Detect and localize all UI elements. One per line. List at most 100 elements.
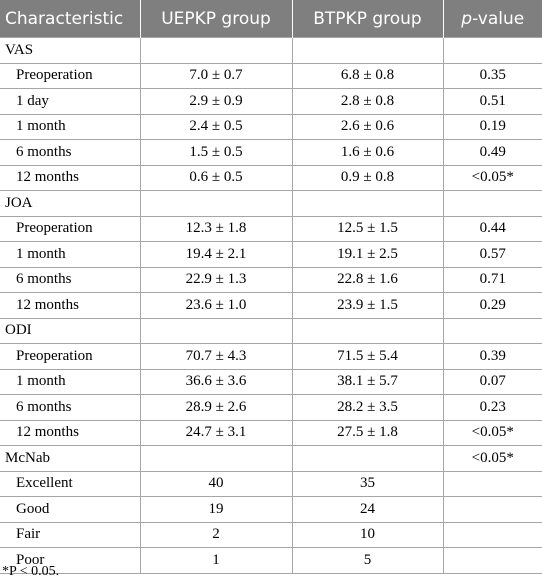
p-value: 0.07 [442,368,542,395]
uepkp-value: 12.3 ± 1.8 [139,215,293,242]
uepkp-value: 19.4 ± 2.1 [139,241,293,268]
uepkp-value: 70.7 ± 4.3 [139,343,293,370]
table-group-row: ODI [0,317,542,344]
uepkp-value [139,445,293,472]
row-label: Preoperation [0,215,141,242]
table-row: Preoperation 7.0 ± 0.7 6.8 ± 0.8 0.35 [0,62,542,89]
p-value: <0.05* [442,445,542,472]
row-label: Preoperation [0,343,141,370]
p-value: 0.44 [442,215,542,242]
table-row: 12 months 0.6 ± 0.5 0.9 ± 0.8 <0.05* [0,164,542,191]
uepkp-value [139,317,293,344]
row-label: Excellent [0,470,141,497]
table-header: Characteristic UEPKP group BTPKP group p… [0,0,542,38]
row-label: ODI [0,317,141,344]
p-value: 0.49 [442,139,542,166]
table-row: 1 month 2.4 ± 0.5 2.6 ± 0.6 0.19 [0,113,542,140]
btpkp-value: 22.8 ± 1.6 [291,266,444,293]
row-label: Fair [0,521,141,548]
table-row: Poor 1 5 [0,547,542,574]
header-characteristic: Characteristic [0,0,140,38]
p-value [442,37,542,64]
table-row: Good 19 24 [0,496,542,523]
table-group-row: JOA [0,190,542,217]
btpkp-value [291,445,444,472]
p-value-suffix: -value [472,8,525,29]
table-row: Preoperation 70.7 ± 4.3 71.5 ± 5.4 0.39 [0,343,542,370]
table-group-row: McNab <0.05* [0,445,542,472]
table-row: 1 month 36.6 ± 3.6 38.1 ± 5.7 0.07 [0,368,542,395]
p-value: 0.57 [442,241,542,268]
uepkp-value: 7.0 ± 0.7 [139,62,293,89]
uepkp-value: 23.6 ± 1.0 [139,292,293,319]
btpkp-value: 24 [291,496,444,523]
uepkp-value: 19 [139,496,293,523]
uepkp-value: 28.9 ± 2.6 [139,394,293,421]
btpkp-value: 28.2 ± 3.5 [291,394,444,421]
uepkp-value: 22.9 ± 1.3 [139,266,293,293]
row-label: 6 months [0,394,141,421]
row-label: Poor [0,547,141,574]
row-label: Good [0,496,141,523]
row-label: 12 months [0,164,141,191]
btpkp-value: 10 [291,521,444,548]
btpkp-value [291,37,444,64]
header-btpkp-group: BTPKP group [291,0,443,38]
header-uepkp-group: UEPKP group [139,0,292,38]
row-label: 1 month [0,241,141,268]
header-p-value: p-value [442,0,542,38]
uepkp-value: 24.7 ± 3.1 [139,419,293,446]
uepkp-value: 2.9 ± 0.9 [139,88,293,115]
row-label: 6 months [0,266,141,293]
btpkp-value: 2.6 ± 0.6 [291,113,444,140]
uepkp-value: 0.6 ± 0.5 [139,164,293,191]
btpkp-value: 71.5 ± 5.4 [291,343,444,370]
row-label: 1 day [0,88,141,115]
p-value: <0.05* [442,419,542,446]
btpkp-value: 2.8 ± 0.8 [291,88,444,115]
btpkp-value: 6.8 ± 0.8 [291,62,444,89]
p-value: 0.29 [442,292,542,319]
table-row: 6 months 22.9 ± 1.3 22.8 ± 1.6 0.71 [0,266,542,293]
btpkp-value: 27.5 ± 1.8 [291,419,444,446]
p-value [442,496,542,523]
btpkp-value: 38.1 ± 5.7 [291,368,444,395]
btpkp-value [291,190,444,217]
row-label: Preoperation [0,62,141,89]
btpkp-value [291,317,444,344]
p-value [442,190,542,217]
p-value: 0.23 [442,394,542,421]
p-value: 0.39 [442,343,542,370]
p-value: 0.19 [442,113,542,140]
p-value [442,521,542,548]
table-row: 12 months 23.6 ± 1.0 23.9 ± 1.5 0.29 [0,292,542,319]
row-label: 6 months [0,139,141,166]
btpkp-value: 35 [291,470,444,497]
table-row: 6 months 28.9 ± 2.6 28.2 ± 3.5 0.23 [0,394,542,421]
btpkp-value: 19.1 ± 2.5 [291,241,444,268]
uepkp-value: 36.6 ± 3.6 [139,368,293,395]
row-label: 1 month [0,113,141,140]
table-row: 6 months 1.5 ± 0.5 1.6 ± 0.6 0.49 [0,139,542,166]
p-value [442,470,542,497]
uepkp-value: 40 [139,470,293,497]
table-group-row: VAS [0,37,542,64]
p-value: 0.51 [442,88,542,115]
table-row: Fair 2 10 [0,521,542,548]
table-body: VAS Preoperation 7.0 ± 0.7 6.8 ± 0.8 0.35 1 d… [0,37,542,574]
p-value [442,547,542,574]
footnote: *P < 0.05. [2,564,60,579]
row-label: 12 months [0,419,141,446]
p-value: <0.05* [442,164,542,191]
table-row: 12 months 24.7 ± 3.1 27.5 ± 1.8 <0.05* [0,419,542,446]
uepkp-value: 2.4 ± 0.5 [139,113,293,140]
p-letter: p [461,8,473,29]
p-value [442,317,542,344]
btpkp-value: 0.9 ± 0.8 [291,164,444,191]
uepkp-value [139,190,293,217]
table-row: 1 month 19.4 ± 2.1 19.1 ± 2.5 0.57 [0,241,542,268]
uepkp-value [139,37,293,64]
table-row: Preoperation 12.3 ± 1.8 12.5 ± 1.5 0.44 [0,215,542,242]
